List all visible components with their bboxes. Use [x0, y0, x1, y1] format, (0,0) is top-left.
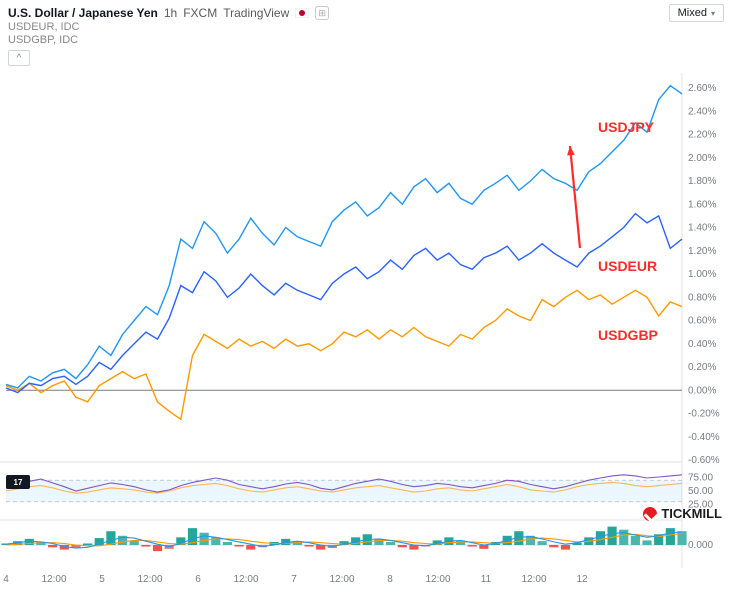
- svg-text:0.00%: 0.00%: [688, 385, 716, 396]
- scale-mode-button[interactable]: Mixed ▾: [669, 4, 724, 22]
- svg-text:12:00: 12:00: [521, 574, 546, 585]
- tickmill-logo-icon: [643, 507, 657, 521]
- annotation-USDEUR: USDEUR: [598, 258, 657, 274]
- svg-text:-0.40%: -0.40%: [688, 432, 720, 443]
- annotation-USDGBP: USDGBP: [598, 327, 658, 343]
- svg-text:0.20%: 0.20%: [688, 362, 716, 373]
- svg-text:1.60%: 1.60%: [688, 199, 716, 210]
- svg-text:2.40%: 2.40%: [688, 106, 716, 117]
- svg-text:12:00: 12:00: [137, 574, 162, 585]
- svg-text:0.40%: 0.40%: [688, 339, 716, 350]
- svg-text:2.60%: 2.60%: [688, 83, 716, 94]
- series-USDJPY: [6, 86, 682, 388]
- svg-text:8: 8: [387, 574, 393, 585]
- svg-text:-0.60%: -0.60%: [688, 455, 720, 466]
- svg-text:1.40%: 1.40%: [688, 223, 716, 234]
- svg-text:12:00: 12:00: [233, 574, 258, 585]
- flag-icon-jp: [295, 8, 309, 18]
- compare-symbol-2[interactable]: USDGBP, IDC: [8, 34, 722, 46]
- svg-text:-0.20%: -0.20%: [688, 409, 720, 420]
- svg-text:75.00: 75.00: [688, 473, 713, 484]
- svg-text:12: 12: [576, 574, 588, 585]
- collapse-button[interactable]: ^: [8, 50, 30, 66]
- tickmill-brand: TICKMILL: [643, 506, 722, 521]
- svg-text:1.00%: 1.00%: [688, 269, 716, 280]
- chevron-down-icon: ▾: [711, 9, 715, 18]
- scale-mode-label: Mixed: [678, 7, 707, 19]
- trend-arrow: [570, 146, 580, 248]
- settings-icon[interactable]: ⊞: [315, 6, 329, 20]
- svg-text:4: 4: [3, 574, 9, 585]
- svg-text:12:00: 12:00: [329, 574, 354, 585]
- svg-text:12:00: 12:00: [41, 574, 66, 585]
- provider-label: TradingView: [223, 6, 289, 20]
- svg-text:2.00%: 2.00%: [688, 153, 716, 164]
- svg-text:0.60%: 0.60%: [688, 316, 716, 327]
- series-USDEUR: [6, 214, 682, 393]
- svg-text:5: 5: [99, 574, 105, 585]
- symbol-description[interactable]: U.S. Dollar / Japanese Yen: [8, 6, 158, 20]
- data-source: FXCM: [183, 6, 217, 20]
- tradingview-logo: 17: [6, 475, 30, 489]
- svg-text:0.80%: 0.80%: [688, 292, 716, 303]
- svg-text:0.000: 0.000: [688, 540, 713, 551]
- annotation-USDJPY: USDJPY: [598, 119, 655, 135]
- svg-text:11: 11: [481, 574, 492, 585]
- interval-label[interactable]: 1h: [164, 6, 177, 20]
- svg-text:50.00: 50.00: [688, 486, 713, 497]
- compare-symbol-1[interactable]: USDEUR, IDC: [8, 21, 722, 33]
- svg-text:1.80%: 1.80%: [688, 176, 716, 187]
- chart-header: U.S. Dollar / Japanese Yen 1h FXCM Tradi…: [0, 0, 730, 68]
- chart-area[interactable]: -0.60% -0.40% -0.20% 0.00% 0.20% 0.40% 0.60% 0.…: [0, 68, 730, 593]
- svg-text:2.20%: 2.20%: [688, 130, 716, 141]
- series-USDGBP: [6, 290, 682, 419]
- svg-text:1.20%: 1.20%: [688, 246, 716, 257]
- svg-text:12:00: 12:00: [425, 574, 450, 585]
- svg-text:6: 6: [195, 574, 201, 585]
- tickmill-brand-text: TICKMILL: [661, 506, 722, 521]
- svg-text:7: 7: [291, 574, 297, 585]
